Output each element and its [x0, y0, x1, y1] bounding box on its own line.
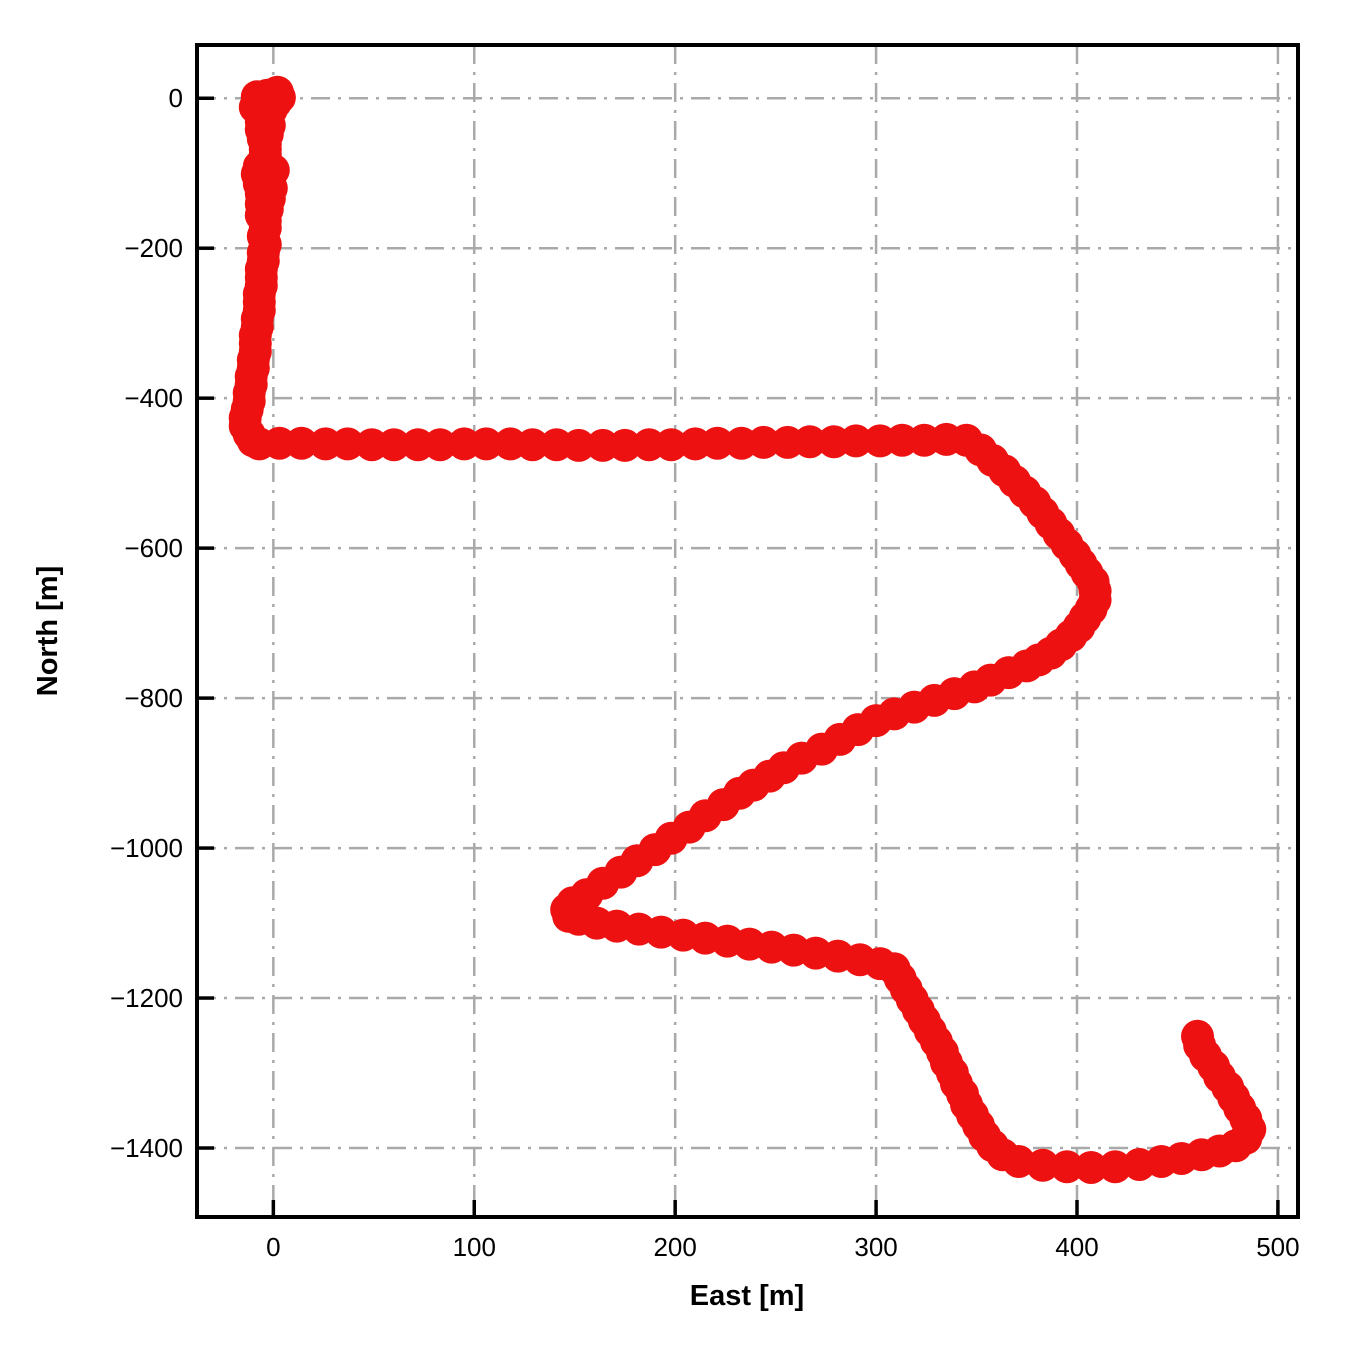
- x-tick-label: 300: [854, 1232, 897, 1262]
- trajectory-point: [377, 428, 411, 462]
- y-tick-label: −400: [124, 383, 183, 413]
- trajectory-point: [1074, 1151, 1108, 1184]
- x-tick-label: 400: [1055, 1232, 1098, 1262]
- trajectory-point: [1026, 1148, 1060, 1182]
- trajectory-point: [608, 428, 642, 462]
- plot-frame: [195, 43, 1300, 1219]
- x-tick-label: 500: [1256, 1232, 1299, 1262]
- trajectory-point: [700, 426, 734, 460]
- y-tick-label: −1200: [110, 983, 183, 1013]
- trajectory-point: [285, 426, 318, 460]
- y-tick-label: −800: [124, 683, 183, 713]
- y-tick-label: −1400: [110, 1133, 183, 1163]
- x-tick-label: 100: [453, 1232, 496, 1262]
- trajectory-point: [1098, 1150, 1132, 1184]
- y-tick-label: 0: [169, 83, 183, 113]
- y-tick-label: −600: [124, 533, 183, 563]
- y-axis-label: North [m]: [32, 566, 64, 696]
- y-tick-label: −1000: [110, 833, 183, 863]
- trajectory-point: [516, 428, 549, 462]
- trajectory-point: [793, 425, 827, 459]
- trajectory-point: [747, 425, 781, 459]
- trajectory-point: [1050, 1150, 1084, 1184]
- trajectory-point: [562, 428, 596, 462]
- trajectory-point: [331, 427, 365, 461]
- trajectory-point: [839, 424, 873, 458]
- trajectory-point: [1181, 1019, 1214, 1053]
- trajectory-point: [423, 428, 457, 462]
- trajectory-point: [469, 427, 503, 461]
- x-tick-label: 200: [653, 1232, 696, 1262]
- trajectory-point: [654, 428, 688, 462]
- x-tick-label: 0: [266, 1232, 280, 1262]
- x-axis-label: East [m]: [690, 1280, 804, 1312]
- y-tick-label: −200: [124, 233, 183, 263]
